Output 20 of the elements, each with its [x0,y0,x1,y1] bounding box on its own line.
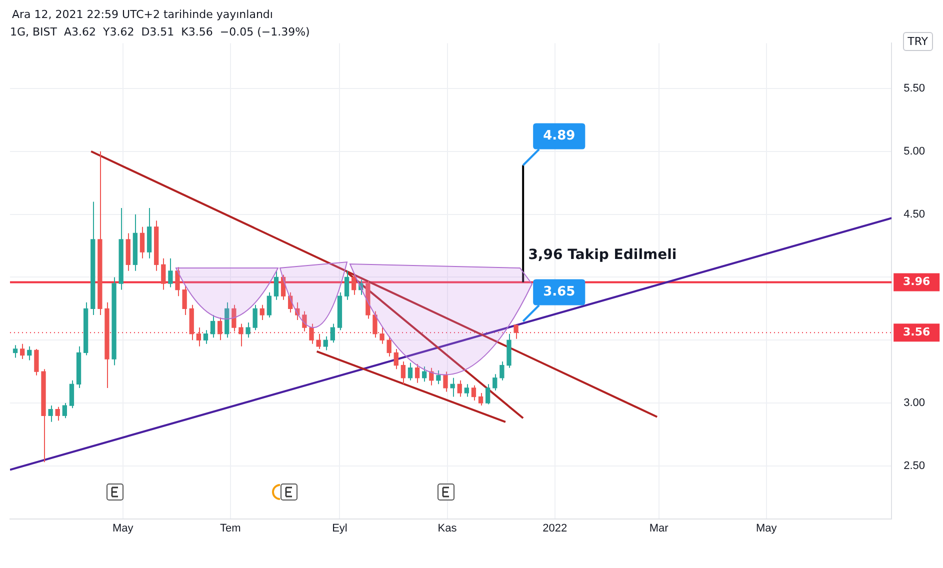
y-tick-label: 4.50 [904,208,926,220]
x-tick-label: May [756,522,778,534]
annotation: 3,96 Takip Edilmeli [528,246,677,263]
x-tick-label: Mar [649,522,669,534]
y-tick-label: 5.50 [904,82,926,95]
ref-line-label: 3.96 [903,275,931,288]
x-tick-label: Kas [438,522,458,534]
x-tick-label: 2022 [542,522,568,534]
x-tick-label: Tem [220,522,241,534]
x-tick-label: Eyl [332,522,348,534]
y-tick-label: 2.50 [904,460,926,472]
x-tick-label: May [112,522,134,534]
y-tick-label: 3.00 [904,397,926,410]
text: TRY [902,32,933,51]
ref-line-label: 3.56 [903,325,931,338]
chart-title: Ara 12, 2021 22:59 UTC+2 tarihinde yayınlandı [12,8,273,21]
annotation: 3.65 [543,284,576,300]
chart-subtitle: 1G, BIST A3.62 Y3.62 D3.51 K3.56 −0.05 (−1.39%) [10,25,310,38]
y-tick-label: 5.00 [904,145,926,158]
annotation: 4.89 [543,128,576,144]
